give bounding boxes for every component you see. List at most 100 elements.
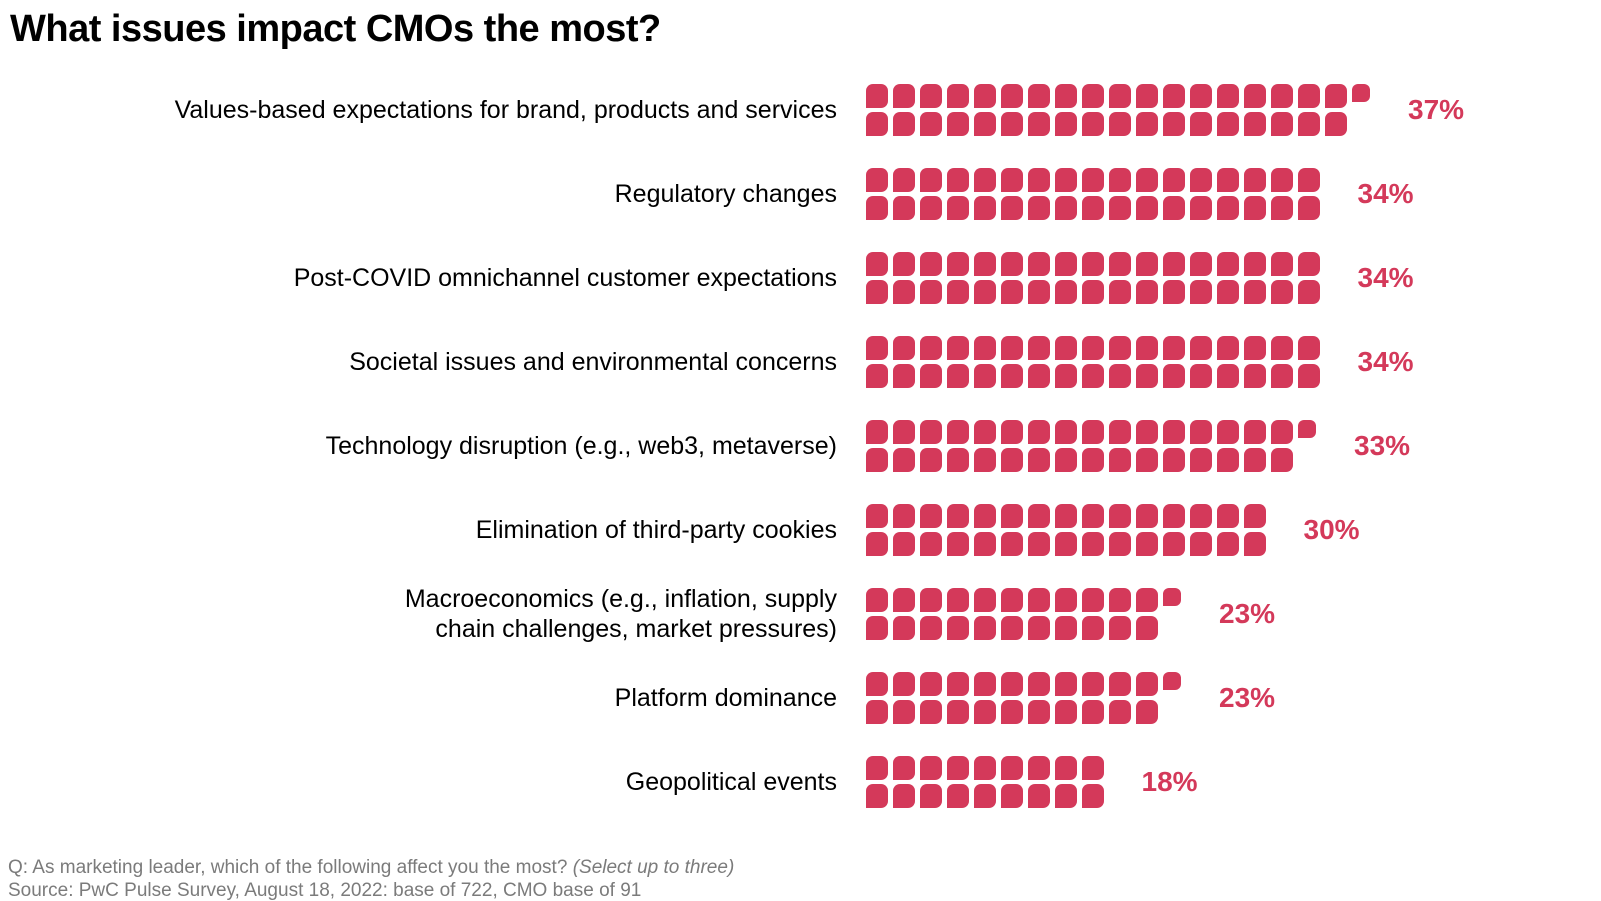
waffle-square (1136, 588, 1158, 612)
waffle-square (1028, 448, 1050, 472)
waffle-square (1109, 252, 1131, 276)
waffle-square (1271, 280, 1293, 304)
waffle-square (893, 196, 915, 220)
waffle-square (1244, 448, 1266, 472)
waffle-square (920, 168, 942, 192)
waffle-square (893, 700, 915, 724)
waffle-square (866, 84, 888, 108)
waffle-square (1136, 504, 1158, 528)
waffle-square (1082, 112, 1104, 136)
waffle-square (1163, 196, 1185, 220)
waffle-square (1028, 196, 1050, 220)
question-note-italic: (Select up to three) (572, 857, 735, 878)
waffle-square (1055, 448, 1077, 472)
waffle-square (893, 588, 915, 612)
waffle-square (1190, 168, 1212, 192)
waffle-row-top (866, 336, 1320, 360)
waffle-square (920, 420, 942, 444)
waffle-square (1109, 364, 1131, 388)
waffle-square (1217, 280, 1239, 304)
waffle-square (947, 84, 969, 108)
waffle-square (1163, 504, 1185, 528)
waffle-square (866, 700, 888, 724)
waffle-square (1244, 420, 1266, 444)
question-note: Q: As marketing leader, which of the fol… (8, 856, 734, 879)
waffle-row-bottom (866, 196, 1320, 220)
waffle-square (893, 448, 915, 472)
waffle-square (1001, 280, 1023, 304)
waffle-square (947, 280, 969, 304)
waffle-square (1001, 700, 1023, 724)
category-label: Values-based expectations for brand, pro… (174, 96, 837, 124)
waffle-square (1109, 196, 1131, 220)
waffle-square (1028, 280, 1050, 304)
waffle-square (1109, 280, 1131, 304)
waffle-square (974, 784, 996, 808)
waffle-square (1217, 420, 1239, 444)
waffle-square (1082, 252, 1104, 276)
question-note-text: Q: As marketing leader, which of the fol… (8, 857, 573, 878)
cmo-issues-chart-page: What issues impact CMOs the most? Values… (0, 8, 1601, 901)
waffle-square (1109, 700, 1131, 724)
waffle-square (1217, 336, 1239, 360)
waffle-square (1055, 280, 1077, 304)
waffle-square (1082, 196, 1104, 220)
waffle-square (1163, 336, 1185, 360)
waffle-square (947, 196, 969, 220)
waffle-square (1055, 420, 1077, 444)
waffle-square (1055, 616, 1077, 640)
value-label: 33% (1354, 430, 1411, 461)
waffle-square (974, 112, 996, 136)
waffle-square (1082, 336, 1104, 360)
waffle-square (1001, 532, 1023, 556)
waffle-square (1163, 280, 1185, 304)
waffle-row-top (866, 588, 1181, 612)
category-label: Societal issues and environmental concer… (349, 348, 837, 376)
waffle-square (1055, 532, 1077, 556)
waffle-square (1190, 84, 1212, 108)
waffle-square (1055, 336, 1077, 360)
waffle-square (1298, 196, 1320, 220)
waffle-square (866, 756, 888, 780)
waffle-row-bottom (866, 700, 1181, 724)
category-label: Post-COVID omnichannel customer expectat… (293, 264, 837, 292)
waffle-square (1136, 616, 1158, 640)
waffle-bar (866, 252, 1320, 304)
waffle-square (1028, 532, 1050, 556)
waffle-square (1244, 252, 1266, 276)
waffle-square (1217, 504, 1239, 528)
waffle-square (893, 784, 915, 808)
waffle-square (893, 336, 915, 360)
waffle-square (1055, 672, 1077, 696)
waffle-row-bottom (866, 112, 1370, 136)
waffle-square (920, 672, 942, 696)
waffle-square (866, 616, 888, 640)
waffle-square (1163, 532, 1185, 556)
waffle-square (1136, 168, 1158, 192)
waffle-square (1001, 364, 1023, 388)
waffle-square (974, 588, 996, 612)
waffle-square (1217, 532, 1239, 556)
waffle-square (1136, 700, 1158, 724)
waffle-square (1001, 616, 1023, 640)
waffle-square (1055, 700, 1077, 724)
waffle-square (974, 364, 996, 388)
waffle-square (1244, 336, 1266, 360)
waffle-square (1217, 168, 1239, 192)
waffle-square (1244, 532, 1266, 556)
waffle-square (1136, 532, 1158, 556)
waffle-square (1028, 672, 1050, 696)
waffle-square (1028, 420, 1050, 444)
waffle-square (1109, 504, 1131, 528)
waffle-square (1001, 448, 1023, 472)
waffle-square (1136, 672, 1158, 696)
waffle-square (1055, 112, 1077, 136)
waffle-square (1298, 420, 1316, 438)
waffle-square (1028, 756, 1050, 780)
waffle-square (920, 504, 942, 528)
waffle-square (947, 672, 969, 696)
waffle-square (1136, 84, 1158, 108)
waffle-bar (866, 672, 1181, 724)
waffle-square (1055, 784, 1077, 808)
waffle-square (1163, 588, 1181, 606)
